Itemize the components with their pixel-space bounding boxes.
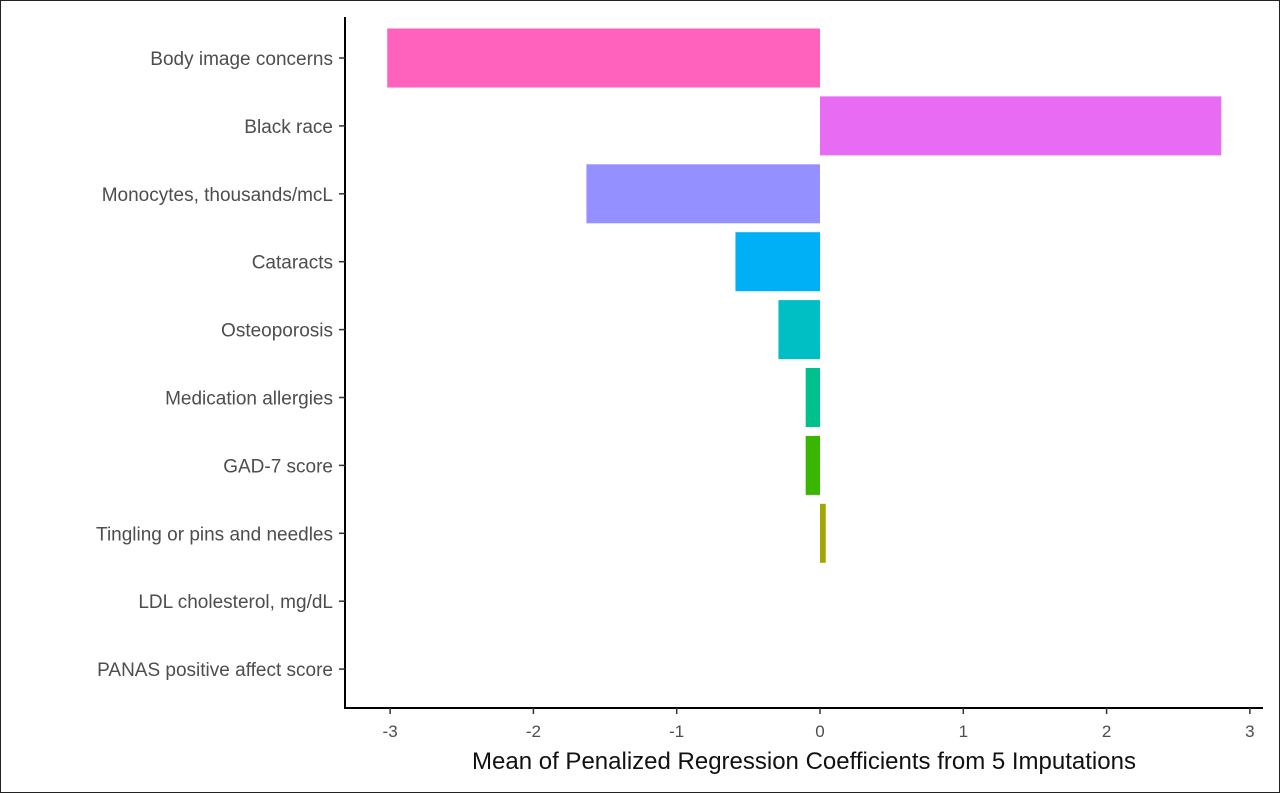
y-tick-label-tingling-or-pins-and-needles: Tingling or pins and needles <box>96 524 333 545</box>
bar-osteoporosis <box>778 300 820 360</box>
y-tick-labels: Body image concerns Black race Monocytes, … <box>96 49 345 681</box>
y-tick-label-medication-allergies: Medication allergies <box>165 389 333 410</box>
y-tick-label-black-race: Black race <box>244 117 333 138</box>
x-tick-label: 0 <box>815 722 824 741</box>
bar-monocytes-thousands-mcl <box>586 164 820 224</box>
bar-medication-allergies <box>805 368 820 427</box>
bars-layer <box>387 28 1222 563</box>
y-tick-label-monocytes-thousands-mcl: Monocytes, thousands/mcL <box>102 185 333 206</box>
axes-layer <box>344 17 1263 709</box>
x-tick-label: -2 <box>526 722 541 741</box>
bar-body-image-concerns <box>387 28 820 88</box>
x-tick-label: 1 <box>959 722 968 741</box>
x-tick-labels: -3 -2 -1 0 1 2 3 <box>383 708 1255 741</box>
x-tick-label: -3 <box>383 722 398 741</box>
bar-black-race <box>820 96 1222 156</box>
y-tick-label-osteoporosis: Osteoporosis <box>221 321 333 342</box>
x-tick-label: 2 <box>1102 722 1111 741</box>
bar-cataracts <box>735 232 820 292</box>
y-tick-label-panas-positive-affect-score: PANAS positive affect score <box>97 660 333 681</box>
y-tick-label-gad-7-score: GAD-7 score <box>223 456 333 477</box>
y-tick-label-body-image-concerns: Body image concerns <box>150 49 333 70</box>
bar-gad-7-score <box>805 435 820 495</box>
bar-tingling-or-pins-and-needles <box>820 503 826 563</box>
y-tick-label-cataracts: Cataracts <box>252 253 333 274</box>
x-axis-title: Mean of Penalized Regression Coefficient… <box>472 748 1136 775</box>
x-tick-label: -1 <box>669 722 684 741</box>
x-tick-label: 3 <box>1245 722 1254 741</box>
y-tick-label-ldl-cholesterol-mg-dl: LDL cholesterol, mg/dL <box>138 592 333 613</box>
